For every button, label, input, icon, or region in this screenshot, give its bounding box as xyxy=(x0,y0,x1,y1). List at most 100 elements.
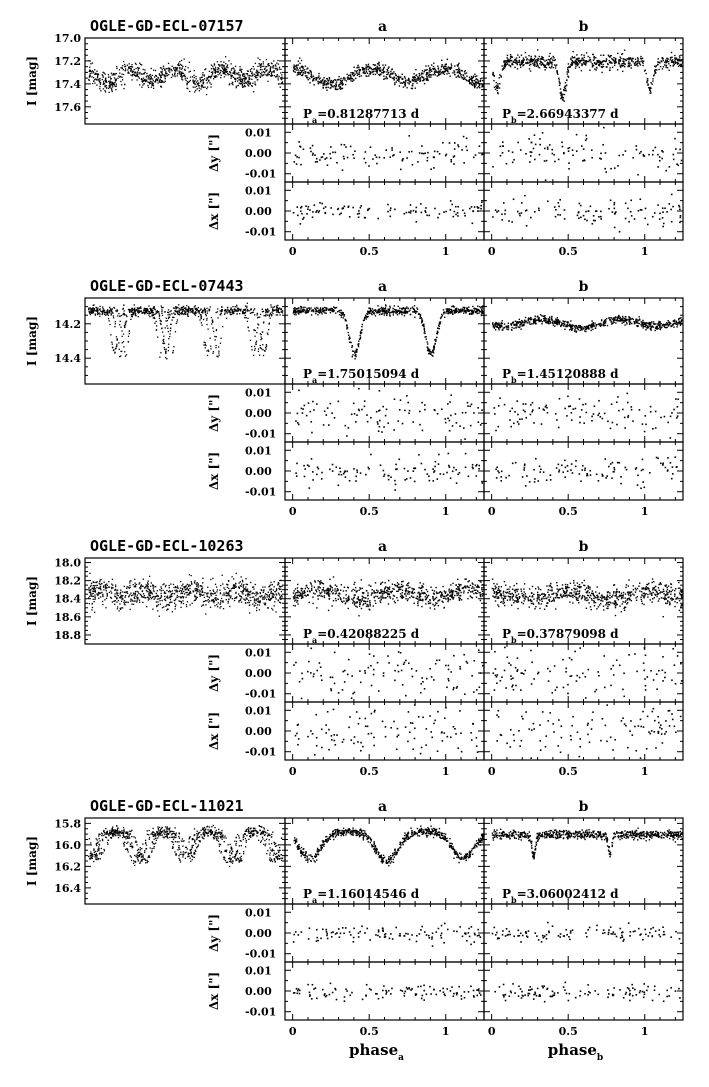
data-point xyxy=(198,87,200,89)
data-point xyxy=(201,324,203,326)
data-point xyxy=(403,310,406,312)
data-point xyxy=(650,92,652,94)
data-point xyxy=(472,312,475,314)
data-point xyxy=(575,63,578,66)
data-point xyxy=(554,67,557,69)
data-point xyxy=(357,73,360,75)
data-point xyxy=(317,307,319,310)
data-point xyxy=(536,62,538,64)
data-point xyxy=(299,310,302,313)
data-point xyxy=(261,337,263,340)
data-point xyxy=(176,75,178,77)
data-point xyxy=(241,82,243,84)
data-point xyxy=(145,309,147,311)
data-point xyxy=(341,84,344,86)
data-point xyxy=(175,67,177,69)
data-point xyxy=(580,69,583,72)
data-point xyxy=(256,69,258,71)
data-point xyxy=(653,74,655,76)
data-point xyxy=(96,75,99,78)
data-point xyxy=(251,75,253,77)
data-point xyxy=(358,68,360,70)
data-point xyxy=(404,409,406,412)
data-point xyxy=(219,342,222,344)
data-point xyxy=(118,348,120,350)
data-point xyxy=(268,322,271,324)
data-point xyxy=(558,77,560,79)
data-point xyxy=(424,408,426,411)
data-point xyxy=(539,58,541,60)
data-point xyxy=(114,351,116,353)
data-point xyxy=(92,310,94,312)
data-point xyxy=(411,87,414,90)
data-point xyxy=(408,78,410,81)
data-point xyxy=(481,307,484,309)
data-point xyxy=(218,350,220,352)
data-point xyxy=(327,86,329,89)
data-point xyxy=(368,207,371,210)
data-point xyxy=(414,316,416,319)
data-point xyxy=(572,61,575,64)
data-point xyxy=(276,62,278,64)
data-point xyxy=(464,76,466,79)
data-point xyxy=(234,65,237,67)
data-point xyxy=(202,309,204,312)
data-point xyxy=(358,343,360,345)
data-point xyxy=(474,154,477,156)
data-point xyxy=(300,207,302,209)
data-point xyxy=(548,55,550,57)
data-point xyxy=(210,75,213,78)
data-point xyxy=(537,49,539,51)
data-point xyxy=(477,207,480,209)
data-point xyxy=(667,58,669,60)
data-point xyxy=(519,61,521,64)
data-point xyxy=(142,84,144,86)
data-point xyxy=(443,73,445,76)
offset-tick-label: -0.01 xyxy=(245,226,276,239)
data-point xyxy=(443,211,445,213)
data-point xyxy=(437,68,440,70)
data-point xyxy=(457,144,459,146)
data-point xyxy=(475,475,478,477)
data-point xyxy=(649,92,651,94)
data-point xyxy=(368,312,371,315)
data-point xyxy=(505,60,507,62)
data-point xyxy=(476,87,478,89)
data-point xyxy=(91,308,94,310)
data-point xyxy=(462,74,464,76)
data-point xyxy=(241,310,244,313)
data-point xyxy=(176,68,178,70)
data-point xyxy=(231,309,233,311)
data-point xyxy=(383,75,385,77)
data-point xyxy=(359,69,361,72)
data-point xyxy=(378,68,380,70)
data-point xyxy=(293,66,295,68)
data-point xyxy=(109,306,111,308)
data-point xyxy=(259,69,262,71)
data-point xyxy=(185,309,187,311)
data-point xyxy=(135,74,137,77)
data-point xyxy=(339,85,341,88)
data-point xyxy=(430,70,433,72)
data-point xyxy=(372,68,374,71)
data-point xyxy=(426,75,428,78)
data-point xyxy=(479,424,482,426)
data-point xyxy=(228,84,230,86)
data-point xyxy=(130,311,133,313)
data-point xyxy=(591,63,593,65)
data-point xyxy=(279,77,282,79)
data-point xyxy=(151,314,153,316)
data-point xyxy=(624,217,627,220)
data-point xyxy=(171,319,173,321)
data-point xyxy=(398,458,401,461)
data-point xyxy=(271,308,274,310)
data-point xyxy=(255,76,257,79)
data-point xyxy=(378,69,381,72)
data-point xyxy=(267,311,269,314)
data-point xyxy=(363,157,366,160)
data-point xyxy=(383,473,386,476)
data-point xyxy=(319,309,322,312)
data-point xyxy=(473,84,476,86)
data-point xyxy=(263,68,266,70)
data-point xyxy=(246,307,248,309)
